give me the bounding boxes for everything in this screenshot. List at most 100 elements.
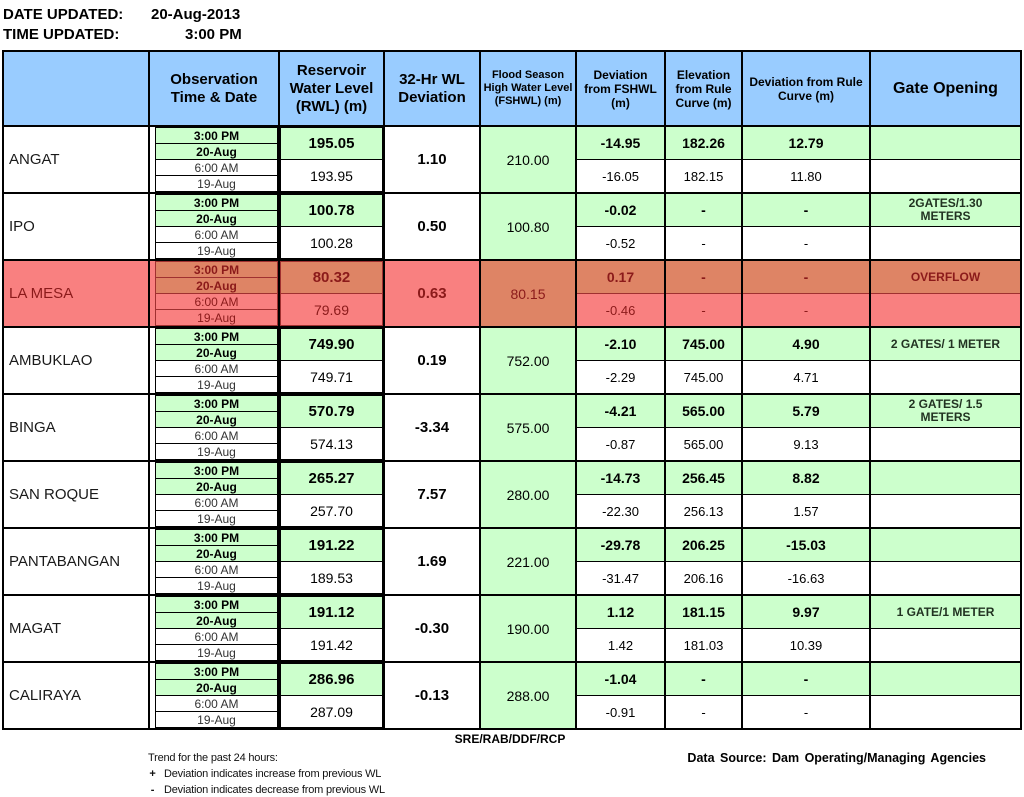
obs-time-cell: 20-Aug [155, 679, 278, 696]
dev-rule-curve-cell-value: -15.03 [743, 529, 869, 562]
observation-times-cell: 3:00 PM 20-Aug 6:00 AM 19-Aug [150, 462, 280, 527]
gate-opening-cell-value [871, 529, 1020, 562]
dev-rule-curve-cell-value: 12.79 [743, 127, 869, 160]
elev-rule-curve-cell-value: - [666, 194, 741, 227]
obs-time-cell: 20-Aug [155, 277, 278, 294]
dam-row-caliraya: CALIRAYA 3:00 PM 20-Aug 6:00 AM 19-Aug 286.96… [4, 663, 1020, 728]
rwl-cell: 265.27 257.70 [280, 462, 385, 527]
column-header-devfshwl: Deviation from FSHWL (m) [577, 52, 666, 125]
obs-time-cell: 6:00 AM [155, 628, 278, 645]
obs-time-cell: 6:00 AM [155, 293, 278, 310]
elev-rule-curve-cell: -- [666, 663, 743, 728]
dam-name-cell: AMBUKLAO [4, 328, 150, 393]
observation-times-cell: 3:00 PM 20-Aug 6:00 AM 19-Aug [150, 261, 280, 326]
dev-fshwl-cell: -2.10 -2.29 [577, 328, 666, 393]
dev-fshwl-cell: -29.78 -31.47 [577, 529, 666, 594]
observation-times-cell: 3:00 PM 20-Aug 6:00 AM 19-Aug [150, 529, 280, 594]
gate-opening-cell-value [871, 696, 1020, 728]
elev-rule-curve-cell-value: 565.00 [666, 428, 741, 460]
dev-rule-curve-cell-value: 4.90 [743, 328, 869, 361]
report-titles: DATE UPDATED: 20-Aug-2013 TIME UPDATED: 3:… [0, 0, 1024, 47]
dev-rule-curve-cell-value: 9.97 [743, 596, 869, 629]
observation-times-cell: 3:00 PM 20-Aug 6:00 AM 19-Aug [150, 328, 280, 393]
elev-rule-curve-cell-value: 206.25 [666, 529, 741, 562]
rwl-value: 193.95 [280, 159, 383, 192]
dam-row-ipo: IPO 3:00 PM 20-Aug 6:00 AM 19-Aug 100.78 100.2… [4, 194, 1020, 261]
minus-symbol: - [150, 784, 155, 796]
dev-rule-curve-cell-value: 4.71 [743, 361, 869, 393]
rwl-value: 191.42 [280, 628, 383, 661]
dev-rule-curve-cell-value: 11.80 [743, 160, 869, 192]
observation-times-cell: 3:00 PM 20-Aug 6:00 AM 19-Aug [150, 596, 280, 661]
obs-time-cell: 6:00 AM [155, 427, 278, 444]
plus-text: Deviation indicates increase from previo… [164, 768, 382, 780]
dam-row-san-roque: SAN ROQUE 3:00 PM 20-Aug 6:00 AM 19-Aug 265.2… [4, 462, 1020, 529]
time-updated-value: 3:00 PM [185, 26, 242, 43]
gate-opening-cell: 2 GATES/ 1.5 METERS [871, 395, 1020, 460]
dev-fshwl-cell: -4.21 -0.87 [577, 395, 666, 460]
rwl-cell: 749.90 749.71 [280, 328, 385, 393]
signature-initials: SRE/RAB/DDF/RCP [454, 732, 566, 746]
dev-fshwl-cell: 1.12 1.42 [577, 596, 666, 661]
fshwl-cell: 210.00 [481, 127, 577, 192]
rwl-cell: 286.96 287.09 [280, 663, 385, 728]
table-body: ANGAT 3:00 PM 20-Aug 6:00 AM 19-Aug 195.05 193… [4, 127, 1020, 728]
time-updated-label: TIME UPDATED: [3, 26, 120, 43]
fshwl-cell: 80.15 [481, 261, 577, 326]
dev-rule-curve-cell: 8.82 1.57 [743, 462, 871, 527]
rwl-value: 286.96 [280, 663, 383, 696]
gate-opening-cell-value: OVERFLOW [871, 261, 1020, 294]
dev-rule-curve-cell-value: 9.13 [743, 428, 869, 460]
dev-rule-curve-cell: 4.90 4.71 [743, 328, 871, 393]
footer: Trend for the past 24 hours: + Deviation… [0, 751, 1024, 797]
obs-time-cell: 6:00 AM [155, 226, 278, 243]
dev-rule-curve-cell-value: - [743, 294, 869, 326]
column-header-dam [4, 52, 150, 125]
obs-time-cell: 20-Aug [155, 344, 278, 361]
obs-time-cell: 3:00 PM [155, 127, 278, 144]
observation-times-cell: 3:00 PM 20-Aug 6:00 AM 19-Aug [150, 194, 280, 259]
dam-row-magat: MAGAT 3:00 PM 20-Aug 6:00 AM 19-Aug 191.12 191… [4, 596, 1020, 663]
obs-time-cell: 20-Aug [155, 612, 278, 629]
dev-rule-curve-cell: 5.79 9.13 [743, 395, 871, 460]
rwl-value: 79.69 [280, 293, 383, 326]
dev-fshwl-cell-value: -14.73 [577, 462, 664, 495]
elev-rule-curve-cell-value: 745.00 [666, 361, 741, 393]
dev-rule-curve-cell-value: - [743, 696, 869, 728]
obs-time-cell: 6:00 AM [155, 159, 278, 176]
dev-rule-curve-cell-value: 5.79 [743, 395, 869, 428]
rwl-value: 287.09 [280, 695, 383, 728]
gate-opening-cell-value: 2 GATES/ 1.5 METERS [871, 395, 1020, 428]
dev-rule-curve-cell: -- [743, 261, 871, 326]
dev-fshwl-cell-value: 1.42 [577, 629, 664, 661]
gate-opening-cell-value [871, 663, 1020, 696]
elev-rule-curve-cell: 206.25 206.16 [666, 529, 743, 594]
column-header-fshwl: Flood Season High Water Level (FSHWL) (m… [481, 52, 577, 125]
dam-name-cell: ANGAT [4, 127, 150, 192]
trend-legend-title: Trend for the past 24 hours: [148, 752, 278, 764]
dev-fshwl-cell-value: -0.87 [577, 428, 664, 460]
gate-opening-text: 1 GATE/1 METER [896, 604, 995, 619]
column-header-rwl: Reservoir Water Level (RWL) (m) [280, 52, 385, 125]
elev-rule-curve-cell: 182.26 182.15 [666, 127, 743, 192]
fshwl-cell: 280.00 [481, 462, 577, 527]
rwl-cell: 80.32 79.69 [280, 261, 385, 326]
dam-row-la-mesa: LA MESA 3:00 PM 20-Aug 6:00 AM 19-Aug 80.32 79… [4, 261, 1020, 328]
gate-opening-text: 2 GATES/ 1 METER [890, 336, 1001, 351]
dev-fshwl-cell: -14.73 -22.30 [577, 462, 666, 527]
gate-opening-text: OVERFLOW [910, 269, 981, 284]
obs-time-cell: 6:00 AM [155, 494, 278, 511]
gate-opening-cell-value [871, 361, 1020, 393]
gate-opening-cell: 2GATES/1.30 METERS [871, 194, 1020, 259]
dam-row-angat: ANGAT 3:00 PM 20-Aug 6:00 AM 19-Aug 195.05 193… [4, 127, 1020, 194]
data-source-note: Data Source: Dam Operating/Managing Agen… [687, 751, 986, 765]
obs-time-cell: 19-Aug [155, 644, 278, 661]
dev-rule-curve-cell: 9.97 10.39 [743, 596, 871, 661]
gate-opening-cell: 1 GATE/1 METER [871, 596, 1020, 661]
obs-time-cell: 19-Aug [155, 175, 278, 192]
obs-time-cell: 19-Aug [155, 376, 278, 393]
dam-name-cell: PANTABANGAN [4, 529, 150, 594]
obs-time-cell: 3:00 PM [155, 663, 278, 680]
elev-rule-curve-cell: 745.00 745.00 [666, 328, 743, 393]
elev-rule-curve-cell-value: 565.00 [666, 395, 741, 428]
